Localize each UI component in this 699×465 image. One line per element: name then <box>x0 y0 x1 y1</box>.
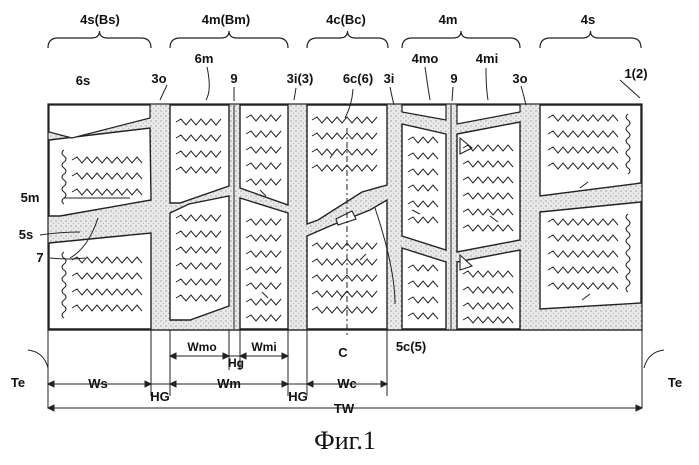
region-braces <box>48 31 641 48</box>
region-brace <box>307 31 388 48</box>
dim-wmo: Wmo <box>187 340 216 354</box>
middle-block-left-inner-bottom <box>240 198 288 329</box>
label-5s: 5s <box>19 227 33 242</box>
dim-tw: TW <box>334 401 355 416</box>
arrow-head <box>381 381 387 387</box>
label-3o-right: 3o <box>512 71 527 86</box>
arrow-head <box>282 353 288 359</box>
middle-block-right-outer-mid <box>402 124 446 250</box>
label-5c5: 5c(5) <box>396 339 426 354</box>
arrow-head <box>48 381 54 387</box>
dim-hg-left: HG <box>150 389 170 404</box>
arrow-head <box>170 353 176 359</box>
dim-ws: Ws <box>88 376 108 391</box>
region-brace <box>48 31 151 48</box>
label-4mo: 4mo <box>412 51 439 66</box>
arrow-head <box>282 381 288 387</box>
region-label-middle-right: 4m <box>439 12 458 27</box>
region-brace <box>402 31 520 48</box>
dimension-lines <box>28 330 664 411</box>
region-brace <box>170 31 288 48</box>
label-5m: 5m <box>21 190 40 205</box>
shoulder-block-left-bottom <box>49 233 151 329</box>
label-6s: 6s <box>76 73 90 88</box>
te-leader-right <box>644 350 664 368</box>
dim-wc: Wc <box>337 376 357 391</box>
region-label-shoulder-right: 4s <box>581 12 595 27</box>
label-9-left: 9 <box>230 71 237 86</box>
label-3o-left: 3o <box>151 71 166 86</box>
region-label-shoulder-left: 4s(Bs) <box>80 12 120 27</box>
middle-block-right-outer-bottom <box>402 248 446 329</box>
dim-te-left: Te <box>11 375 25 390</box>
arrow-head <box>48 405 54 411</box>
label-centerline: C <box>338 345 348 360</box>
region-label-middle-left: 4m(Bm) <box>202 12 250 27</box>
region-brace <box>540 31 641 48</box>
dim-hg-right: HG <box>288 389 308 404</box>
arrow-head <box>307 381 313 387</box>
label-9-right: 9 <box>450 71 457 86</box>
label-6c6: 6c(6) <box>343 71 373 86</box>
arrow-head <box>145 381 151 387</box>
arrow-head <box>170 381 176 387</box>
label-3i3: 3i(3) <box>287 71 314 86</box>
label-3i-right: 3i <box>384 71 395 86</box>
label-tire: 1(2) <box>624 66 647 81</box>
shoulder-block-left-top <box>49 128 151 216</box>
middle-block-right-inner-mid <box>457 122 520 252</box>
dim-hg-small: Hg <box>228 356 244 370</box>
label-4mi: 4mi <box>476 51 498 66</box>
middle-block-left-outer-bottom <box>170 196 229 320</box>
dim-te-right: Te <box>668 375 682 390</box>
dim-wm: Wm <box>217 376 241 391</box>
middle-block-left-inner-top <box>240 105 288 205</box>
label-6m: 6m <box>195 51 214 66</box>
label-7: 7 <box>36 250 43 265</box>
region-label-center: 4c(Bc) <box>326 12 366 27</box>
dim-wmi: Wmi <box>251 340 276 354</box>
te-leader-left <box>28 350 48 368</box>
arrow-head <box>636 405 642 411</box>
figure-caption: Фиг.1 <box>314 426 376 455</box>
